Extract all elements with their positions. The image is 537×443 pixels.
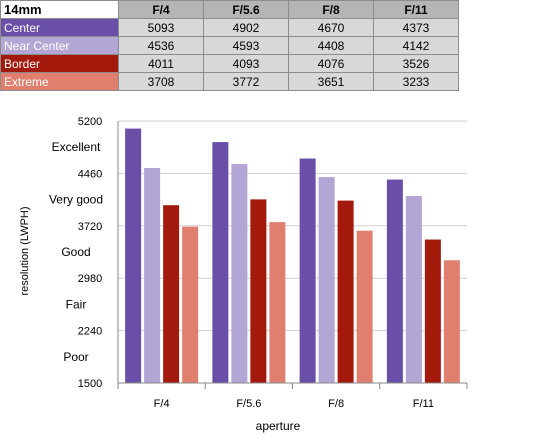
table-cell: 4902 <box>203 18 289 37</box>
bar <box>269 222 286 383</box>
bar <box>144 168 161 383</box>
row-label-border: Border <box>0 54 119 73</box>
axes: 1500 2240 2980 3720 4460 5200 Excellent Very go… <box>49 116 468 410</box>
bar <box>337 200 354 383</box>
bar <box>212 142 229 383</box>
row-label-extreme: Extreme <box>0 72 119 91</box>
column-header: F/4 <box>118 0 204 19</box>
bar <box>125 128 142 383</box>
quality-label: Fair <box>66 297 87 311</box>
table-cell: 4142 <box>373 36 459 55</box>
table-row: Center 5093 4902 4670 4373 <box>0 18 459 37</box>
x-tick-label: F/11 <box>413 398 434 410</box>
table-cell: 4373 <box>373 18 459 37</box>
table-cell: 4093 <box>203 54 289 73</box>
bar <box>231 163 248 383</box>
quality-label: Good <box>61 245 90 259</box>
table-cell: 3526 <box>373 54 459 73</box>
table-cell: 3708 <box>118 72 204 91</box>
bar <box>424 239 441 383</box>
y-axis-label: resolution (LWPH) <box>19 206 31 295</box>
table-cell: 4076 <box>288 54 374 73</box>
x-axis-label: aperture <box>256 419 301 433</box>
bar <box>405 195 422 383</box>
column-header: F/5.6 <box>203 0 289 19</box>
row-label-near-center: Near Center <box>0 36 119 55</box>
y-tick-label: 2240 <box>78 326 102 338</box>
bar <box>182 226 199 383</box>
y-tick-label: 2980 <box>78 273 102 285</box>
y-tick-label: 5200 <box>78 116 102 128</box>
x-tick-label: F/4 <box>154 398 170 410</box>
bar <box>163 205 180 383</box>
table-cell: 4011 <box>118 54 204 73</box>
x-tick-label: F/8 <box>328 398 344 410</box>
bar <box>443 260 460 383</box>
y-tick-label: 4460 <box>78 168 102 180</box>
resolution-data-table: 14mm F/4 F/5.6 F/8 F/11 Center 5093 4902… <box>0 0 459 91</box>
bar <box>356 230 373 383</box>
resolution-table: 14mm F/4 F/5.6 F/8 F/11 Center 5093 4902… <box>0 0 459 91</box>
table-row: Border 4011 4093 4076 3526 <box>0 54 459 73</box>
column-header: F/11 <box>373 0 459 19</box>
quality-label: Very good <box>49 193 103 207</box>
y-tick-label: 3720 <box>78 221 102 233</box>
table-title: 14mm <box>0 0 119 19</box>
table-cell: 4408 <box>288 36 374 55</box>
table-cell: 5093 <box>118 18 204 37</box>
table-cell: 3772 <box>203 72 289 91</box>
table-row: Near Center 4536 4593 4408 4142 <box>0 36 459 55</box>
table-cell: 4536 <box>118 36 204 55</box>
table-row: Extreme 3708 3772 3651 3233 <box>0 72 459 91</box>
column-header: F/8 <box>288 0 374 19</box>
bar <box>386 179 403 383</box>
table-header-row: 14mm F/4 F/5.6 F/8 F/11 <box>0 0 459 19</box>
bars <box>125 128 460 383</box>
x-tick-label: F/5.6 <box>236 398 261 410</box>
table-cell: 3651 <box>288 72 374 91</box>
quality-label: Excellent <box>52 140 101 154</box>
table-cell: 4670 <box>288 18 374 37</box>
table-cell: 3233 <box>373 72 459 91</box>
row-label-center: Center <box>0 18 119 37</box>
y-tick-label: 1500 <box>78 378 102 390</box>
resolution-bar-chart: 1500 2240 2980 3720 4460 5200 Excellent Very go… <box>19 116 468 433</box>
bar <box>318 177 335 383</box>
bar <box>250 199 267 383</box>
quality-label: Poor <box>63 350 88 364</box>
table-cell: 4593 <box>203 36 289 55</box>
bar <box>299 158 316 383</box>
